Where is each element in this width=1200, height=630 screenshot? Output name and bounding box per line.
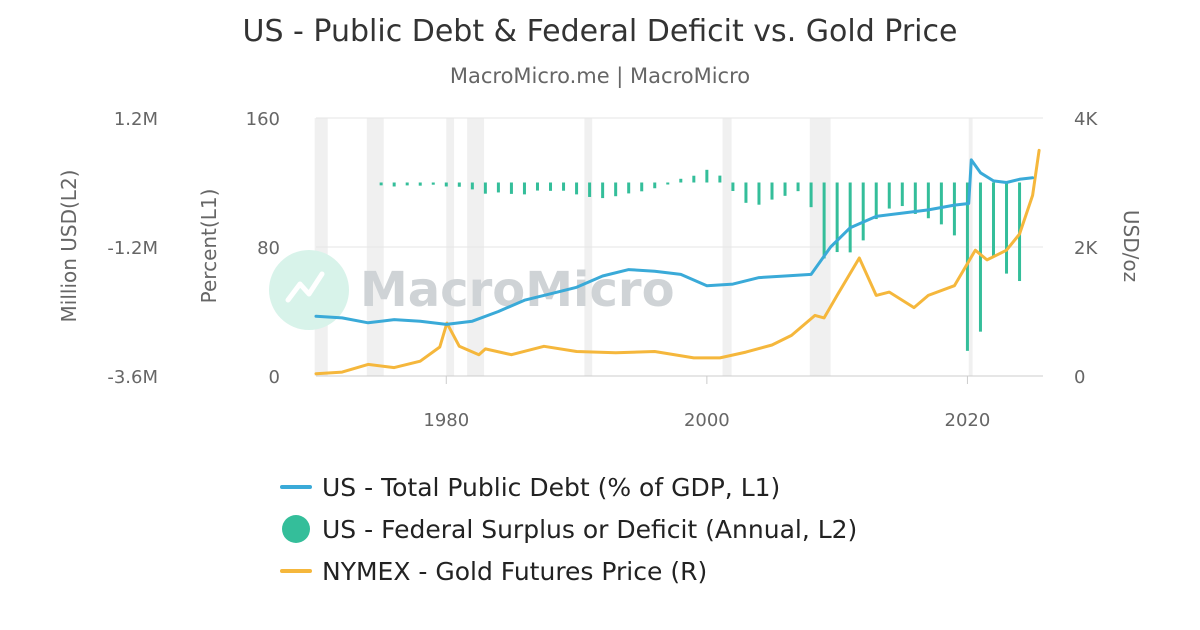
deficit-bar bbox=[822, 182, 826, 259]
deficit-bar bbox=[444, 182, 448, 187]
deficit-bar bbox=[874, 182, 878, 220]
gold-price-line bbox=[314, 148, 1041, 376]
deficit-bar bbox=[718, 175, 722, 183]
deficit-bar bbox=[1005, 182, 1009, 274]
deficit-bar bbox=[835, 182, 839, 253]
tick-label-l1: 160 bbox=[246, 109, 280, 130]
axis-title-r: USD/oz bbox=[1119, 210, 1143, 282]
deficit-bar bbox=[457, 182, 461, 187]
legend-label-gold: NYMEX - Gold Futures Price (R) bbox=[322, 556, 708, 586]
deficit-bar bbox=[744, 182, 748, 203]
legend-swatch-debt bbox=[280, 485, 312, 489]
deficit-bar bbox=[575, 182, 579, 195]
tick-label-x: 1980 bbox=[423, 410, 469, 431]
deficit-bar bbox=[431, 182, 435, 185]
tick-label-l2: 1.2M bbox=[114, 109, 158, 130]
deficit-bar bbox=[887, 182, 891, 209]
deficit-bar bbox=[770, 182, 774, 200]
deficit-bar bbox=[640, 182, 644, 192]
deficit-bar bbox=[900, 182, 904, 207]
deficit-bar bbox=[783, 182, 787, 196]
axis-ticks: 1.2M -1.2M -3.6M 160 80 0 4K 2K 0 1980 2000 2020 bbox=[107, 109, 1098, 431]
deficit-bar bbox=[913, 182, 917, 214]
tick-label-x: 2020 bbox=[945, 410, 991, 431]
deficit-bar bbox=[692, 175, 696, 183]
deficit-bar bbox=[796, 182, 800, 192]
deficit-bar bbox=[809, 182, 813, 208]
chart-subtitle: MacroMicro.me | MacroMicro bbox=[449, 64, 751, 88]
deficit-bar bbox=[679, 178, 683, 183]
deficit-bar bbox=[731, 182, 735, 191]
watermark-chart-icon bbox=[285, 271, 325, 303]
gridlines bbox=[316, 117, 1043, 377]
deficit-bar bbox=[653, 182, 657, 189]
deficit-bar bbox=[848, 182, 852, 253]
deficit-bar bbox=[379, 182, 383, 186]
tick-label-l1: 80 bbox=[257, 238, 280, 259]
deficit-bar bbox=[965, 182, 969, 351]
deficit-bar bbox=[496, 182, 500, 193]
deficit-bar bbox=[522, 182, 526, 195]
legend-swatch-gold bbox=[280, 569, 312, 573]
public-debt-line bbox=[314, 158, 1035, 326]
deficit-bar bbox=[978, 182, 982, 332]
deficit-bar bbox=[614, 182, 618, 197]
deficit-bar bbox=[509, 182, 513, 194]
deficit-bar bbox=[535, 182, 539, 191]
deficit-bar bbox=[588, 182, 592, 197]
legend-label-deficit: US - Federal Surplus or Deficit (Annual,… bbox=[322, 514, 858, 544]
deficit-bar bbox=[861, 182, 865, 241]
tick-label-l1: 0 bbox=[269, 367, 280, 388]
tick-label-r: 4K bbox=[1074, 109, 1098, 130]
deficit-bar bbox=[666, 182, 670, 185]
deficit-bar bbox=[392, 182, 396, 187]
legend-item-deficit[interactable]: US - Federal Surplus or Deficit (Annual,… bbox=[280, 508, 857, 550]
axis-title-l2: Million USD(L2) bbox=[57, 170, 81, 323]
deficit-bar bbox=[562, 182, 566, 191]
deficit-bar bbox=[952, 182, 956, 236]
deficit-bar bbox=[483, 182, 487, 194]
series-lines bbox=[314, 148, 1041, 376]
legend-swatch-deficit bbox=[282, 515, 310, 543]
legend-item-debt[interactable]: US - Total Public Debt (% of GDP, L1) bbox=[280, 466, 857, 508]
deficit-bar bbox=[939, 182, 943, 225]
axis-titles: Million USD(L2) Percent(L1) USD/oz bbox=[57, 170, 1143, 323]
deficit-bar bbox=[705, 169, 709, 183]
chart-plot: MacroMicro 1.2M-1.2M-3.6M1608004K2K01980… bbox=[57, 109, 1143, 431]
legend-label-debt: US - Total Public Debt (% of GDP, L1) bbox=[322, 472, 781, 502]
deficit-bar bbox=[549, 182, 553, 191]
legend: US - Total Public Debt (% of GDP, L1) US… bbox=[280, 466, 857, 592]
tick-label-x: 2000 bbox=[684, 410, 730, 431]
deficit-bar bbox=[926, 182, 930, 219]
deficit-bar bbox=[601, 182, 605, 199]
deficit-bar bbox=[405, 182, 409, 186]
deficit-bar bbox=[418, 182, 422, 186]
chart-title: US - Public Debt & Federal Deficit vs. G… bbox=[242, 14, 958, 49]
deficit-bar bbox=[470, 182, 474, 190]
tick-label-r: 0 bbox=[1074, 367, 1085, 388]
axis-title-l1: Percent(L1) bbox=[197, 189, 221, 304]
tick-label-l2: -1.2M bbox=[107, 238, 158, 259]
tick-label-l2: -3.6M bbox=[107, 367, 158, 388]
deficit-bar bbox=[627, 182, 631, 194]
legend-item-gold[interactable]: NYMEX - Gold Futures Price (R) bbox=[280, 550, 857, 592]
deficit-bar bbox=[991, 182, 995, 257]
tick-label-r: 2K bbox=[1074, 238, 1098, 259]
deficit-bar bbox=[757, 182, 761, 205]
